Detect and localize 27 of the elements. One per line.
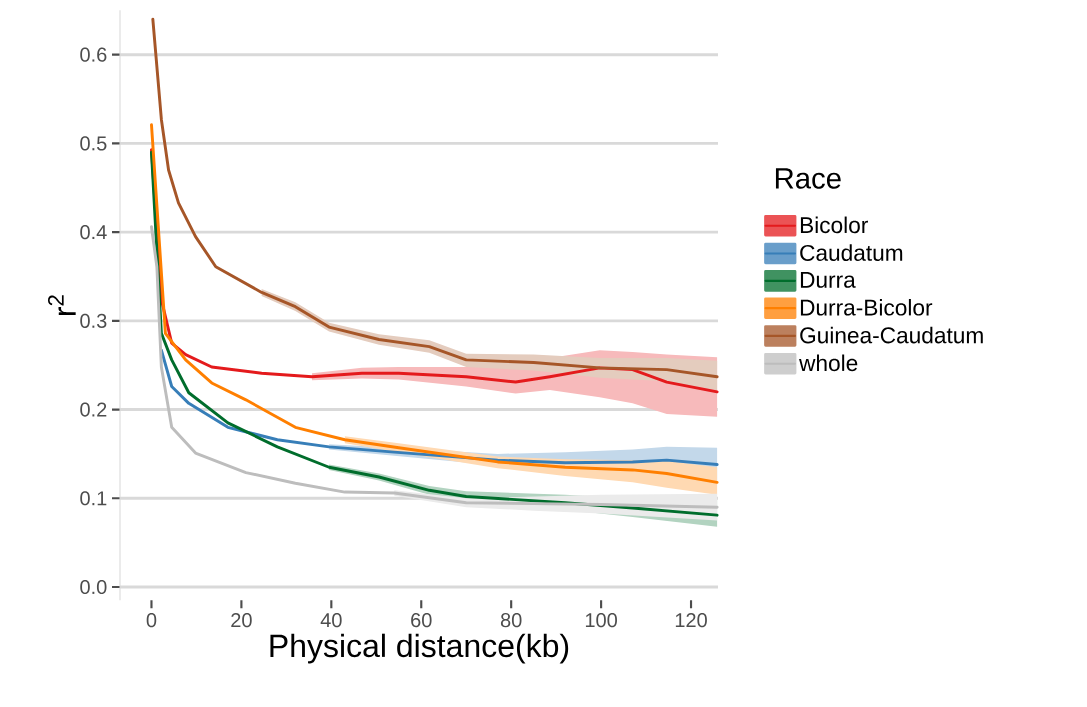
x-tick-label: 80 [500, 613, 522, 628]
line-series [150, 123, 719, 484]
y-tick-label: 0.0 [80, 579, 107, 595]
legend-label: whole [799, 354, 858, 372]
y-tick-label: 0.1 [80, 491, 107, 506]
x-tick-label: 120 [675, 613, 707, 628]
x-tick-label: 0 [146, 613, 157, 628]
legend-label: Caudatum [800, 244, 903, 261]
x-tick-label: 20 [231, 613, 252, 628]
y-tick-label: 0.4 [80, 225, 107, 240]
x-tick-label: 60 [411, 613, 432, 628]
line-series [150, 225, 719, 509]
x-tick-label: 40 [320, 613, 342, 628]
legend-label: Durra-Bicolor [800, 298, 933, 316]
y-axis-title: r$^{2}$ [47, 295, 76, 316]
y-tick-label: 0.3 [80, 313, 107, 328]
legend-label: Guinea-Caudatum [800, 326, 983, 344]
x-axis-title: Physical distance(kb) [270, 633, 569, 664]
line-series [159, 348, 719, 467]
y-tick-label: 0.5 [80, 136, 107, 151]
legend-title: Race [775, 168, 841, 189]
line-series [151, 17, 719, 379]
y-tick-label: 0.6 [80, 47, 107, 62]
x-tick-label: 100 [585, 613, 617, 628]
legend-label: Bicolor [800, 216, 868, 234]
legend-label: Durra [800, 272, 856, 288]
y-tick-label: 0.2 [80, 402, 107, 417]
